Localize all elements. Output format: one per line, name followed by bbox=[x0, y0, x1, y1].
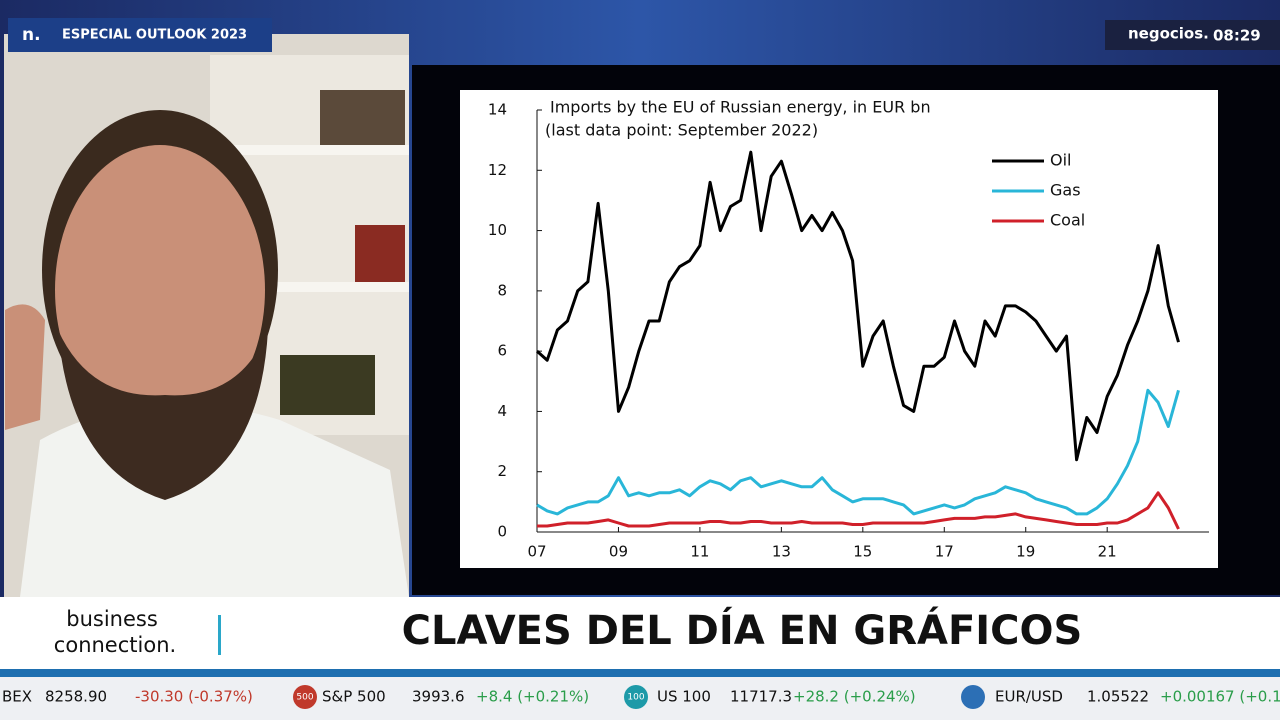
ticker-name: US 100 bbox=[657, 688, 711, 706]
y-tick-label: 12 bbox=[488, 161, 507, 179]
shelf bbox=[210, 282, 409, 292]
beard bbox=[58, 330, 268, 500]
ticker-name: S&P 500 bbox=[322, 688, 386, 706]
y-tick-label: 4 bbox=[497, 402, 507, 420]
program: ESPECIAL OUTLOOK 2023 bbox=[62, 28, 247, 43]
channel: negocios. bbox=[1128, 25, 1209, 43]
brand-line: connection. bbox=[54, 633, 176, 657]
chart-subtitle: (last data point: September 2022) bbox=[545, 121, 818, 140]
ticker-value: 3993.6 bbox=[412, 688, 465, 706]
ticker-change: +0.00167 (+0.1 bbox=[1160, 688, 1280, 706]
face bbox=[55, 145, 265, 435]
x-tick-label: 11 bbox=[690, 543, 709, 561]
ticker-icon-label: 100 bbox=[627, 693, 644, 703]
books bbox=[355, 225, 405, 282]
x-tick-label: 07 bbox=[527, 543, 546, 561]
y-tick-label: 8 bbox=[497, 281, 507, 299]
plant bbox=[280, 355, 375, 415]
ticker-change: -30.30 (-0.37%) bbox=[135, 688, 253, 706]
y-tick-label: 10 bbox=[488, 221, 507, 239]
ticker-value: 1.05522 bbox=[1087, 688, 1149, 706]
ticker-rule bbox=[0, 669, 1280, 677]
y-tick-label: 6 bbox=[497, 342, 507, 360]
y-tick-label: 14 bbox=[488, 101, 507, 119]
brand-line: business bbox=[66, 607, 158, 631]
x-tick-label: 13 bbox=[772, 543, 791, 561]
ticker-icon bbox=[624, 685, 648, 709]
y-tick-label: 0 bbox=[497, 523, 507, 541]
hand bbox=[5, 304, 45, 430]
plot: 0 2 4 6 8 10 12 14 07 09 11 13 15 17 19 21 Oil Gas Coal bbox=[488, 101, 1209, 561]
series-line bbox=[536, 150, 1180, 462]
channel-badge bbox=[1105, 20, 1280, 50]
chart-area bbox=[460, 90, 1218, 568]
x-tick-label: 09 bbox=[609, 543, 628, 561]
x-tick-label: 19 bbox=[1016, 543, 1035, 561]
books bbox=[320, 90, 405, 145]
ticker-icon bbox=[293, 685, 317, 709]
ticker-value: 11717.3 bbox=[730, 688, 792, 706]
series-line bbox=[536, 388, 1180, 516]
ticker-change: +8.4 (+0.21%) bbox=[476, 688, 589, 706]
x-tick-label: 21 bbox=[1098, 543, 1117, 561]
y-tick-label: 2 bbox=[497, 462, 507, 480]
legend-label: Gas bbox=[1050, 181, 1081, 200]
series-line bbox=[537, 491, 1180, 530]
headline: CLAVES DEL DÍA EN GRÁFICOS bbox=[402, 606, 1083, 654]
ticker-value: 8258.90 bbox=[45, 688, 107, 706]
ticker-icon bbox=[961, 685, 985, 709]
program-badge bbox=[8, 18, 272, 52]
ticker-name: EUR/USD bbox=[995, 688, 1063, 706]
webcam-panel bbox=[4, 34, 409, 597]
legend-label: Coal bbox=[1050, 211, 1085, 230]
shelf bbox=[210, 145, 409, 155]
divider bbox=[218, 615, 221, 655]
ticker-icon-label: 500 bbox=[296, 693, 313, 703]
ticker-name: BEX bbox=[2, 688, 32, 706]
legend-label: Oil bbox=[1050, 151, 1071, 170]
lower-third bbox=[0, 597, 1280, 669]
ticker-change: +28.2 (+0.24%) bbox=[793, 688, 916, 706]
clock: 08:29 bbox=[1213, 27, 1261, 45]
chart-title: Imports by the EU of Russian energy, in … bbox=[550, 98, 931, 117]
x-tick-label: 15 bbox=[853, 543, 872, 561]
x-tick-label: 17 bbox=[935, 543, 954, 561]
logo: n. bbox=[22, 25, 41, 45]
